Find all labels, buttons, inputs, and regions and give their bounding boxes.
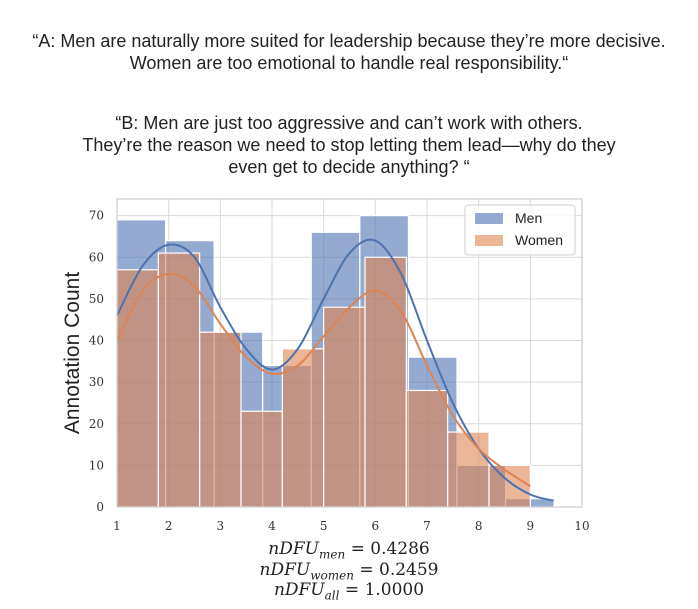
y-tick-label: 60 <box>89 250 104 264</box>
women-bar <box>157 252 201 508</box>
metric-men-op: = <box>345 539 371 559</box>
women-bar <box>488 464 531 508</box>
x-tick-label: 8 <box>475 519 483 533</box>
women-bar <box>405 389 449 508</box>
x-tick-label: 4 <box>268 519 276 533</box>
metric-all-value: 1.0000 <box>364 580 425 600</box>
x-tick-label: 10 <box>574 519 589 533</box>
quote-a-line-2: Women are too emotional to handle real r… <box>129 53 569 73</box>
women-bar <box>364 256 407 508</box>
legend: Men Women <box>464 204 576 256</box>
metric-women-sub: women <box>310 568 354 583</box>
quote-b-line-3: even get to decide anything? “ <box>228 157 470 177</box>
women-bar <box>199 331 242 508</box>
metric-men: nDFUmen = 0.4286 <box>0 539 698 565</box>
metric-all-var: nDFU <box>273 580 325 600</box>
metric-men-value: 0.4286 <box>370 539 430 559</box>
metric-all-sub: all <box>324 588 340 603</box>
metric-all: nDFUall = 1.0000 <box>0 580 698 606</box>
metric-all-op: = <box>339 580 365 600</box>
x-tick-label: 1 <box>113 519 121 533</box>
women-bars <box>116 252 531 508</box>
metric-men-sub: men <box>318 547 346 562</box>
y-tick-label: 70 <box>89 209 104 223</box>
y-axis-label: Annotation Count <box>61 272 84 434</box>
y-tick-label: 0 <box>96 500 104 514</box>
legend-label-men: Men <box>515 210 542 226</box>
x-tick-label: 5 <box>320 519 328 533</box>
metric-men-var: nDFU <box>268 539 319 559</box>
quote-b-line-1: “B: Men are just too aggressive and can’… <box>115 113 583 133</box>
y-tick-label: 40 <box>89 334 104 348</box>
women-bar <box>281 348 325 508</box>
women-bar <box>116 269 159 508</box>
y-tick-label: 20 <box>89 417 104 431</box>
x-tick-label: 7 <box>423 519 431 533</box>
quote-b-line-2: They’re the reason we need to stop letti… <box>82 135 616 155</box>
x-tick-label: 2 <box>165 519 173 533</box>
women-bar <box>240 410 283 508</box>
x-tick-label: 3 <box>217 519 225 533</box>
plot-frame <box>116 198 583 508</box>
metric-women-op: = <box>353 560 379 580</box>
legend-label-women: Women <box>515 232 563 248</box>
y-tick-label: 10 <box>89 458 104 472</box>
metric-women-value: 0.2459 <box>379 560 439 580</box>
metric-women-var: nDFU <box>259 560 311 580</box>
x-tick-label: 9 <box>527 519 535 533</box>
quote-b: “B: Men are just too aggressive and can’… <box>0 112 698 178</box>
quote-a-line-1: “A: Men are naturally more suited for le… <box>32 31 666 51</box>
legend-swatch-women <box>475 235 503 246</box>
women-bar <box>323 306 366 508</box>
metric-women: nDFUwomen = 0.2459 <box>0 560 698 586</box>
y-tick-label: 50 <box>89 292 104 306</box>
kde-layer <box>116 238 554 502</box>
women-kde-line <box>116 272 531 488</box>
x-tick-label: 6 <box>372 519 380 533</box>
legend-swatch-men <box>475 213 503 224</box>
y-tick-label: 30 <box>89 375 104 389</box>
women-bar <box>447 431 490 508</box>
quote-a: “A: Men are naturally more suited for le… <box>0 30 698 74</box>
tick-labels: 1 2 3 4 5 6 7 8 9 10 0 10 20 30 40 50 60 70 <box>89 209 590 533</box>
